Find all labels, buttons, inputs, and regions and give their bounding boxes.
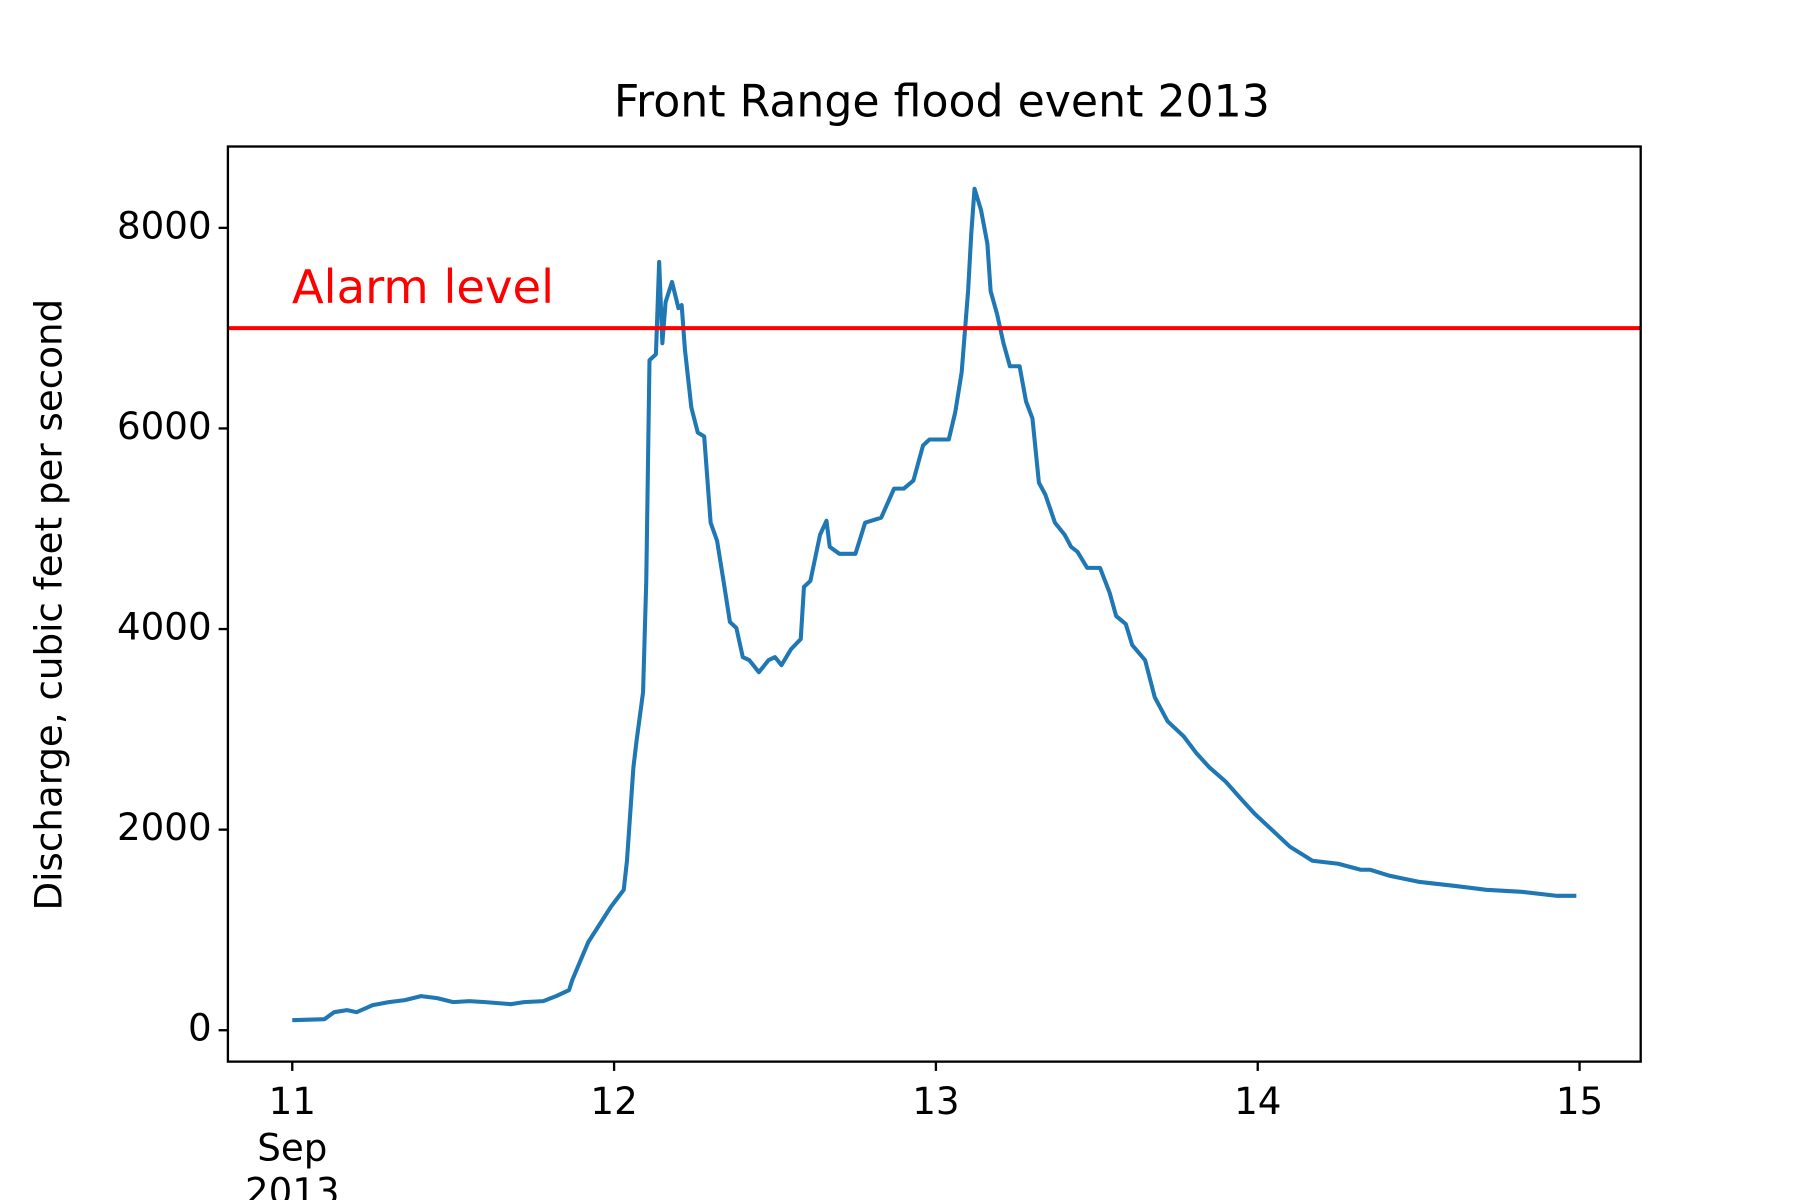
y-tick-label: 6000 — [117, 404, 212, 448]
x-tick-label: 11 — [269, 1079, 316, 1123]
alarm-label: Alarm level — [292, 260, 554, 314]
y-tick-label: 4000 — [117, 605, 212, 649]
y-axis-label: Discharge, cubic feet per second — [27, 299, 71, 911]
x-tick-label: 15 — [1556, 1079, 1603, 1123]
chart-title: Front Range flood event 2013 — [614, 77, 1270, 128]
y-tick-label: 0 — [188, 1006, 212, 1050]
y-tick-label: 2000 — [117, 805, 212, 849]
x-date-label: 2013 — [245, 1170, 340, 1200]
series-line — [292, 186, 1577, 1023]
x-date-label: Sep — [257, 1126, 327, 1170]
y-tick-label: 8000 — [117, 203, 212, 247]
x-tick-label: 12 — [590, 1079, 637, 1123]
x-tick-label: 14 — [1234, 1079, 1281, 1123]
plot-frame — [226, 145, 1642, 1063]
x-tick-label: 13 — [912, 1079, 959, 1123]
